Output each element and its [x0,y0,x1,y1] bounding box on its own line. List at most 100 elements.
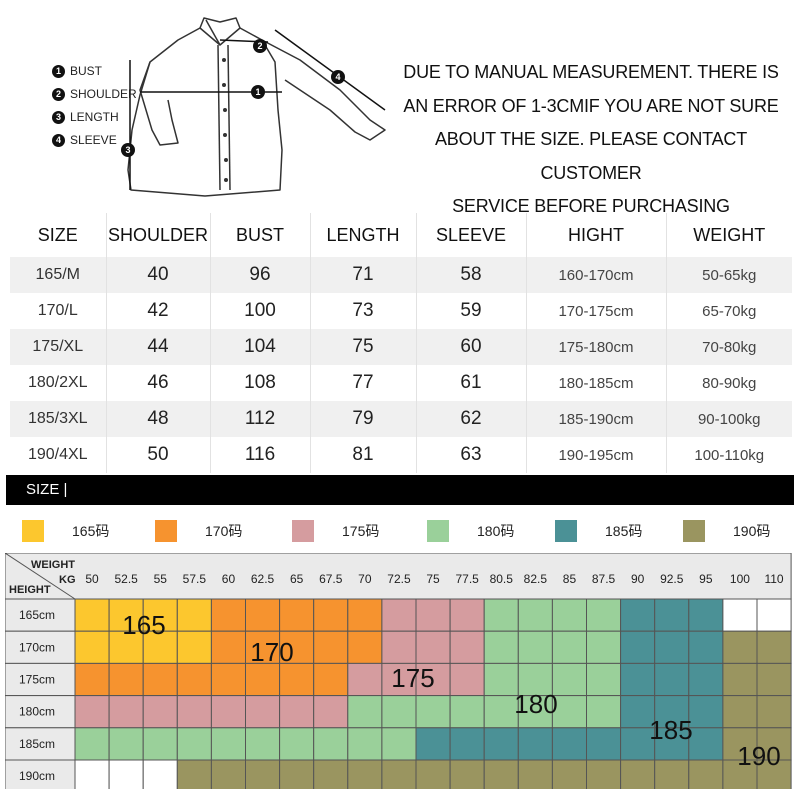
table-cell: 80-90kg [702,374,757,392]
table-cell: 46 [106,365,211,401]
color-legend-item: 190码 [683,520,770,542]
legend-item-bust: 1 BUST [52,60,137,83]
grid-cell [654,598,690,632]
grid-cell [722,759,758,793]
grid-cell [517,695,553,729]
grid-cell [756,695,792,729]
grid-cell [347,662,383,697]
grid-cell [176,598,212,632]
color-legend-item: 165码 [22,520,109,542]
corner-weight-label: WEIGHT [31,559,75,571]
color-legend: 165码 170码 175码 180码 185码 190码 [0,510,800,550]
grid-cell [210,759,246,793]
shoulder-marker-num: 2 [257,41,262,51]
height-header-cell [4,759,76,793]
grid-cell [74,759,110,793]
grid-cell [654,695,690,729]
grid-cell [313,727,349,761]
grid-cell [586,598,622,632]
grid-cell [551,759,588,793]
weight-header: 55 [154,572,168,586]
grid-cell [279,727,315,761]
table-cell: 60 [416,329,527,365]
table-cell: 58 [416,257,527,293]
table-cell: 180/2XL [10,365,107,401]
grid-cell [551,598,588,632]
height-header-cell [4,727,76,761]
grid-cell [74,695,110,729]
table-cell: 62 [416,401,527,437]
table-cell: 165/M [10,257,107,293]
weight-header: 80.5 [490,572,514,586]
grid-cell [176,727,212,761]
grid-cell [347,727,383,761]
shirt-diagram: 1 2 3 4 1 BUST 2 SHOULDER 3 LENGTH 4 SLEEVE [0,0,400,212]
table-cell: 175/XL [10,329,107,365]
color-legend-item: 180码 [427,520,514,542]
table-cell: 96 [210,257,311,293]
header-size: SIZE [10,213,107,257]
size-section-bar: SIZE | [6,475,794,505]
measurement-legend: 1 BUST 2 SHOULDER 3 LENGTH 4 SLEEVE [52,60,137,152]
color-swatch [155,520,177,542]
color-swatch [22,520,44,542]
table-cell: 81 [310,437,417,473]
legend-item-sleeve: 4 SLEEVE [52,129,137,152]
notice-line: SERVICE BEFORE PURCHASING [452,196,730,216]
grid-cell [176,759,212,793]
weight-header: 110 [764,572,783,586]
grid-cell [449,759,485,793]
table-cell: 104 [210,329,311,365]
legend-number: 4 [52,134,65,147]
color-swatch [292,520,314,542]
table-cell: 180-185cm [526,365,667,401]
weight-header: 90 [631,572,645,586]
grid-cell [517,759,553,793]
weight-header: 72.5 [387,572,411,586]
color-legend-item: 175码 [292,520,379,542]
grid-cell [517,662,553,697]
grid-cell [620,662,656,697]
grid-cell [449,630,485,664]
region-label-180: 180 [514,689,557,719]
grid-cell [74,630,110,664]
grid-cell [620,727,656,761]
legend-label: LENGTH [70,110,119,124]
height-header: 175cm [19,673,55,687]
table-row: 180/2XL 46 108 77 61 180-185cm 80-90kg [10,365,792,401]
table-cell: 79 [310,401,417,437]
weight-header: 95 [699,572,713,586]
grid-cell [142,695,178,729]
grid-cell [688,695,724,729]
color-swatch [555,520,577,542]
region-label-175: 175 [391,663,434,693]
grid-cell [142,759,178,793]
shoulder-marker [253,39,267,53]
grid-cell [279,695,315,729]
color-legend-item: 185码 [555,520,642,542]
color-legend-label: 190码 [733,523,771,539]
grid-cell [415,662,451,697]
table-cell: 116 [210,437,311,473]
weight-header: 62.5 [251,572,275,586]
table-cell: 100-110kg [694,446,765,464]
table-cell: 190/4XL [10,437,107,473]
sleeve-marker [331,70,345,84]
measurement-notice: DUE TO MANUAL MEASUREMENT. THERE IS AN E… [384,56,798,224]
bust-marker [251,85,265,99]
region-label-170: 170 [250,637,293,667]
grid-cell [210,598,246,632]
grid-cell [142,662,178,697]
grid-cell [449,727,485,761]
grid-cell [313,759,349,793]
grid-cell [688,662,724,697]
notice-line: ABOUT THE SIZE. PLEASE CONTACT CUSTOMER [434,129,748,183]
grid-cell [108,662,144,697]
weight-header: 70 [358,572,372,586]
grid-cell [108,695,144,729]
grid-cell [688,727,724,761]
grid-cell [517,630,553,664]
table-cell: 185/3XL [10,401,107,437]
grid-cell [586,630,622,664]
grid-cell [415,598,451,632]
